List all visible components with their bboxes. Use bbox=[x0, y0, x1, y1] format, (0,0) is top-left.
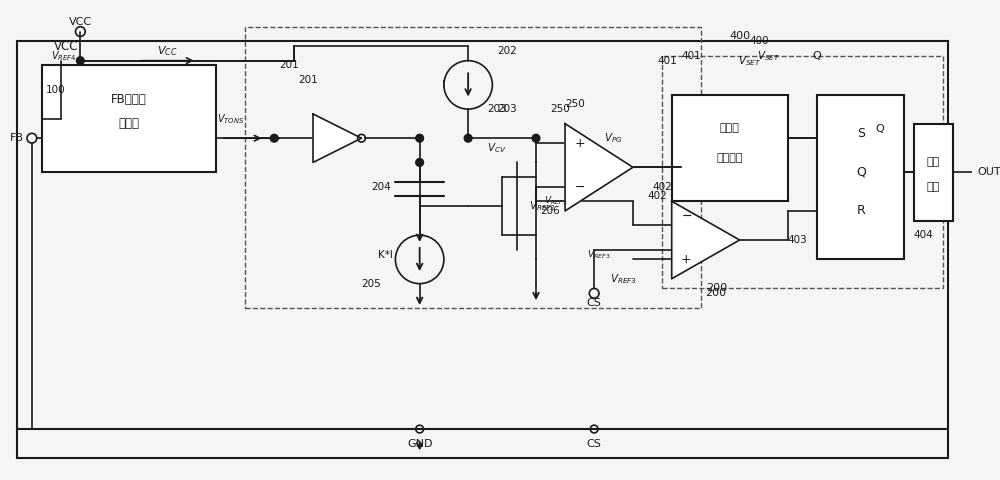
Text: GND: GND bbox=[407, 439, 432, 449]
Circle shape bbox=[76, 57, 84, 64]
FancyBboxPatch shape bbox=[672, 95, 788, 201]
Polygon shape bbox=[672, 201, 740, 279]
Text: 205: 205 bbox=[361, 278, 381, 288]
Text: $-$: $-$ bbox=[574, 180, 585, 193]
Polygon shape bbox=[565, 124, 633, 211]
Text: 402: 402 bbox=[652, 181, 672, 192]
Text: FB波形检: FB波形检 bbox=[111, 93, 147, 106]
Text: VCC: VCC bbox=[54, 40, 78, 53]
Text: 404: 404 bbox=[914, 230, 934, 240]
Text: $V_{CC}$: $V_{CC}$ bbox=[157, 44, 178, 58]
Polygon shape bbox=[313, 114, 361, 162]
Text: 403: 403 bbox=[788, 235, 808, 245]
Text: 250: 250 bbox=[550, 104, 570, 114]
Text: 204: 204 bbox=[371, 181, 391, 192]
Text: $V_{REF3}$: $V_{REF3}$ bbox=[587, 248, 611, 261]
Text: 200: 200 bbox=[705, 288, 726, 299]
Text: VCC: VCC bbox=[69, 17, 92, 27]
Circle shape bbox=[416, 134, 424, 142]
Circle shape bbox=[416, 158, 424, 167]
Text: FB: FB bbox=[10, 133, 24, 143]
Text: $V_{TONS}$: $V_{TONS}$ bbox=[217, 112, 244, 126]
FancyBboxPatch shape bbox=[817, 95, 904, 259]
Text: 202: 202 bbox=[497, 46, 517, 56]
Circle shape bbox=[532, 134, 540, 142]
Text: Q: Q bbox=[856, 166, 866, 179]
Text: 400: 400 bbox=[729, 31, 750, 41]
Text: 窄脉冲: 窄脉冲 bbox=[720, 123, 740, 133]
Text: 201: 201 bbox=[279, 60, 299, 71]
Text: 200: 200 bbox=[706, 284, 727, 293]
Text: 100: 100 bbox=[46, 85, 66, 95]
Text: OUT: OUT bbox=[977, 167, 1000, 177]
Text: 测模块: 测模块 bbox=[118, 117, 139, 130]
Text: Q: Q bbox=[813, 51, 822, 61]
FancyBboxPatch shape bbox=[42, 65, 216, 172]
Text: 电路: 电路 bbox=[927, 181, 940, 192]
Text: $V_{SET}$: $V_{SET}$ bbox=[757, 49, 780, 63]
Text: $V_{PG}$: $V_{PG}$ bbox=[604, 132, 623, 145]
Text: I: I bbox=[442, 80, 446, 90]
Text: +: + bbox=[574, 136, 585, 150]
Text: $V_{REF2}$: $V_{REF2}$ bbox=[544, 195, 567, 207]
Text: +: + bbox=[681, 253, 692, 266]
Text: CS: CS bbox=[587, 298, 602, 308]
Circle shape bbox=[464, 134, 472, 142]
Text: 206: 206 bbox=[541, 206, 560, 216]
Text: 驱动: 驱动 bbox=[927, 157, 940, 168]
Text: $-$: $-$ bbox=[681, 209, 692, 222]
Text: 203: 203 bbox=[487, 104, 507, 114]
Text: 203: 203 bbox=[497, 104, 517, 114]
Text: $V_{REF2}$: $V_{REF2}$ bbox=[529, 199, 555, 213]
Text: S: S bbox=[857, 127, 865, 140]
Circle shape bbox=[270, 134, 278, 142]
Text: $V_{REF4}$: $V_{REF4}$ bbox=[51, 49, 77, 63]
Text: 401: 401 bbox=[681, 51, 701, 61]
Text: $V_{REF3}$: $V_{REF3}$ bbox=[610, 272, 637, 286]
Text: 401: 401 bbox=[657, 56, 677, 66]
Text: $V_{SET}$: $V_{SET}$ bbox=[738, 54, 761, 68]
FancyBboxPatch shape bbox=[914, 124, 953, 221]
Text: $V_{CV}$: $V_{CV}$ bbox=[487, 141, 507, 155]
Text: 400: 400 bbox=[749, 36, 769, 46]
Text: 250: 250 bbox=[565, 99, 585, 109]
Text: CS: CS bbox=[587, 439, 602, 449]
Text: K*I: K*I bbox=[378, 250, 393, 260]
Text: Q: Q bbox=[876, 123, 885, 133]
Text: R: R bbox=[856, 204, 865, 217]
Text: 402: 402 bbox=[647, 192, 667, 202]
Text: 产生电路: 产生电路 bbox=[717, 153, 743, 163]
Text: 201: 201 bbox=[298, 75, 318, 85]
